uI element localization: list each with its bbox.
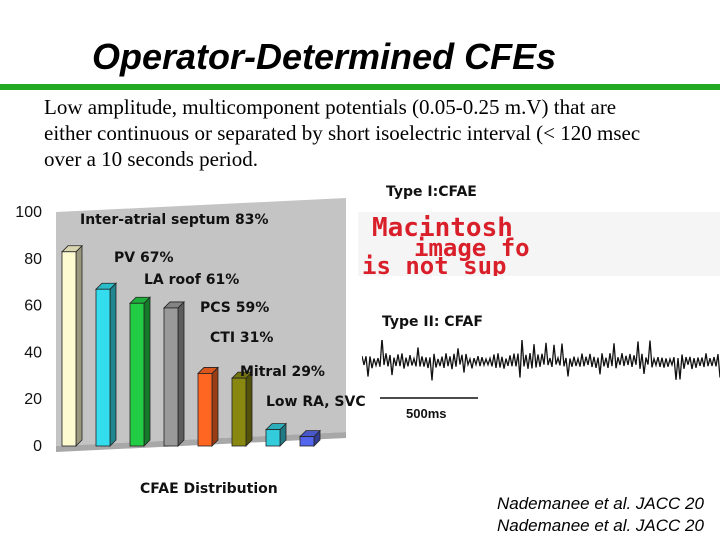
type1-label: Type I:CFAE <box>386 184 477 200</box>
data-label: Inter-atrial septum 83% <box>80 212 269 228</box>
data-label: PV 67% <box>114 250 173 266</box>
description: Low amplitude, multicomponent potentials… <box>44 94 720 172</box>
bar-front <box>265 429 281 447</box>
electrogram-waveform <box>362 340 720 381</box>
bar <box>61 244 83 447</box>
unsupported-image-placeholder: Macintosh image fo is not sup <box>358 212 720 276</box>
slide-title: Operator-Determined CFEs <box>92 36 557 77</box>
bar <box>197 366 219 447</box>
bar <box>299 429 321 447</box>
y-tick-label: 80 <box>24 251 42 268</box>
bar-front <box>197 373 213 447</box>
data-label: LA roof 61% <box>144 272 239 288</box>
bar-side <box>75 244 83 447</box>
chart-title: CFAE Distribution <box>140 481 278 497</box>
bar-side <box>109 282 117 447</box>
y-tick-label: 60 <box>24 298 42 315</box>
citation: Nademanee et al. JACC 20 <box>497 516 704 535</box>
data-label: PCS 59% <box>200 300 269 316</box>
bar <box>95 282 117 447</box>
chart-back-wall <box>56 198 346 446</box>
y-tick-label: 40 <box>24 344 42 361</box>
description-line: either continuous or separated by short … <box>44 121 641 145</box>
type2-label: Type II: CFAF <box>382 314 483 330</box>
bar <box>265 422 287 447</box>
bar-front <box>61 251 77 447</box>
bar-front <box>129 302 145 447</box>
bar-side <box>143 296 151 447</box>
y-tick-label: 20 <box>24 391 42 408</box>
description-line: Low amplitude, multicomponent potentials… <box>44 95 617 119</box>
y-tick-label: 100 <box>15 204 42 221</box>
bar-side <box>211 366 219 447</box>
data-label: CTI 31% <box>210 330 273 346</box>
bar-front <box>299 436 315 447</box>
data-label: Mitral 29% <box>240 364 325 380</box>
description-line: over a 10 seconds period. <box>44 147 259 171</box>
electrogram-trace: 500ms <box>362 340 720 421</box>
bar <box>129 296 151 447</box>
bar <box>231 371 253 447</box>
bar-side <box>245 371 253 447</box>
bar-front <box>95 288 111 447</box>
placeholder-line: image fo <box>414 234 530 262</box>
bar-side <box>177 300 185 447</box>
bar <box>163 300 185 447</box>
placeholder-line: is not sup <box>362 252 507 276</box>
citation: Nademanee et al. JACC 20 <box>497 494 704 513</box>
bar-front <box>163 307 179 447</box>
data-label: Low RA, SVC <box>266 394 366 410</box>
y-tick-label: 0 <box>33 438 42 455</box>
placeholder-line: Macintosh <box>372 213 513 243</box>
bar-front <box>231 377 247 447</box>
title-underline <box>0 84 720 90</box>
scale-bar-label: 500ms <box>406 406 446 421</box>
placeholder-background <box>358 212 720 276</box>
